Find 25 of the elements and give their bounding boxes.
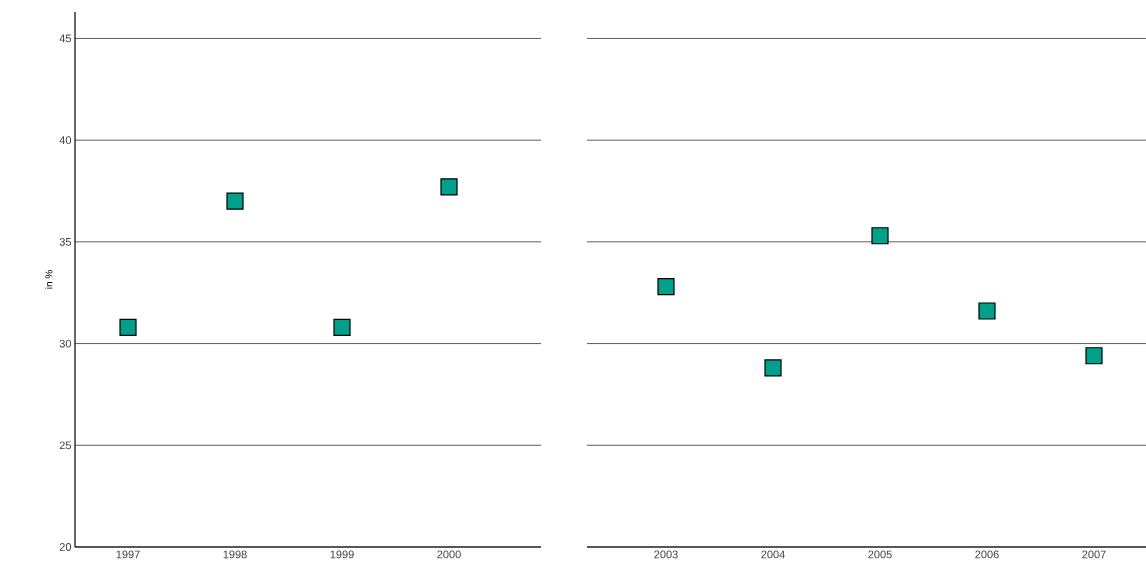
point xyxy=(440,178,458,196)
y-tick-label: 35 xyxy=(59,237,71,246)
point xyxy=(871,227,889,245)
point xyxy=(119,318,137,336)
y-tick-label: 30 xyxy=(59,339,72,348)
y-axis-title: in % xyxy=(45,270,53,289)
point xyxy=(764,359,782,377)
x-tick-label: 2006 xyxy=(975,550,999,559)
point xyxy=(978,302,996,320)
x-tick-label: 2000 xyxy=(437,550,461,559)
x-tick-label: 2004 xyxy=(761,550,785,559)
x-tick-label: 2003 xyxy=(654,550,678,559)
x-tick-label: 1999 xyxy=(330,550,354,559)
point xyxy=(1085,347,1103,365)
point xyxy=(333,318,351,336)
y-tick-label: 25 xyxy=(59,441,71,450)
point xyxy=(657,278,675,296)
y-tick-label: 20 xyxy=(59,543,72,551)
x-tick-label: 1997 xyxy=(116,550,140,559)
x-tick-label: 2005 xyxy=(868,550,892,559)
x-tick-label: 2007 xyxy=(1082,550,1106,559)
x-tick-label: 1998 xyxy=(223,550,247,559)
point xyxy=(226,192,244,210)
y-tick-label: 40 xyxy=(59,136,72,145)
y-tick-label: 45 xyxy=(59,34,71,43)
